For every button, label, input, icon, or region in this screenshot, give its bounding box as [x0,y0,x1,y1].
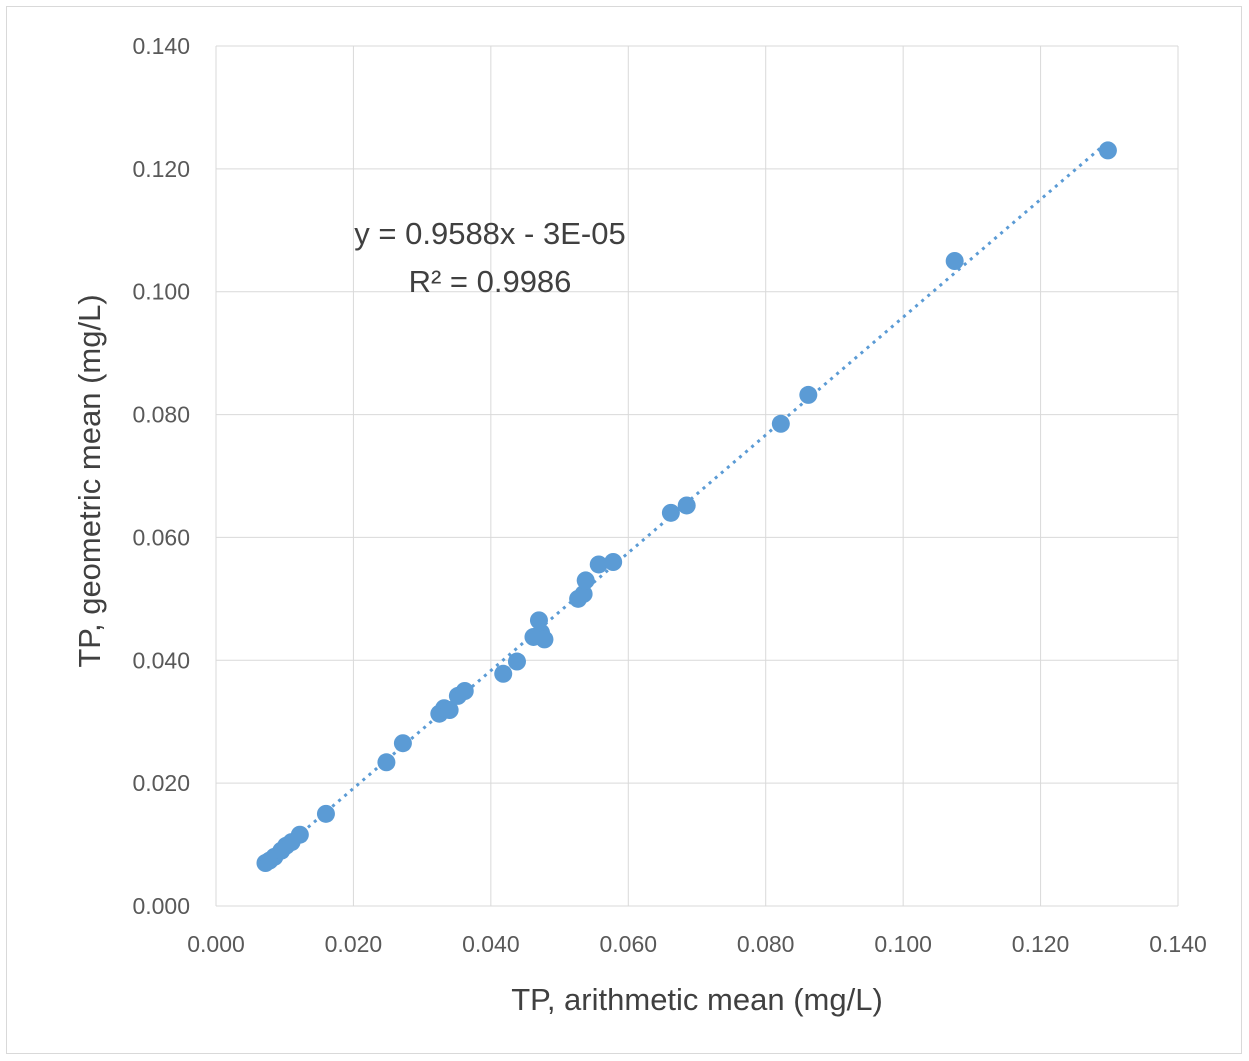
chart-frame: 0.000 0.020 0.040 0.060 0.080 0.100 0.120 0.140… [6,6,1242,1054]
data-point [455,682,474,700]
y-axis-title: TP, geometric mean (mg/L) [72,294,107,667]
x-tick-label: 0.080 [737,931,795,957]
data-point [677,496,696,515]
x-tick-label: 0.020 [325,931,383,957]
data-point [507,652,526,671]
x-tick-label: 0.120 [1012,931,1070,957]
data-point [290,825,309,844]
tick-labels: 0.000 0.020 0.040 0.060 0.080 0.100 0.120 0.140… [132,33,1206,957]
r-squared-label: R² = 0.9986 [409,264,572,299]
data-points [256,141,1117,872]
data-point [377,753,396,772]
y-tick-label: 0.140 [132,33,190,59]
scatter-chart: 0.000 0.020 0.040 0.060 0.080 0.100 0.120 0.140… [72,33,1207,1017]
data-point [945,252,964,270]
y-tick-label: 0.040 [132,647,190,673]
y-tick-label: 0.000 [132,893,190,919]
data-point [589,555,608,574]
data-point [771,414,790,433]
data-point [535,630,554,649]
trendline-equation: y = 0.9588x - 3E-05 [354,216,625,251]
x-axis-title: TP, arithmetic mean (mg/L) [511,982,883,1017]
data-point [661,503,680,522]
data-point [316,804,335,823]
data-point [799,385,818,404]
data-point [604,553,623,571]
x-tick-label: 0.100 [874,931,932,957]
y-tick-label: 0.020 [132,770,190,796]
data-point [1098,141,1117,160]
data-point [393,734,412,753]
data-point [574,584,593,603]
x-tick-label: 0.040 [462,931,520,957]
x-tick-label: 0.060 [600,931,658,957]
x-tick-label: 0.140 [1149,931,1207,957]
data-point [440,701,459,720]
y-tick-label: 0.060 [132,524,190,550]
data-point [494,664,513,683]
x-tick-label: 0.000 [187,931,245,957]
y-tick-label: 0.100 [132,279,190,305]
grid [215,45,1179,907]
y-tick-label: 0.080 [132,402,190,428]
y-tick-label: 0.120 [132,156,190,182]
data-point [576,571,595,590]
